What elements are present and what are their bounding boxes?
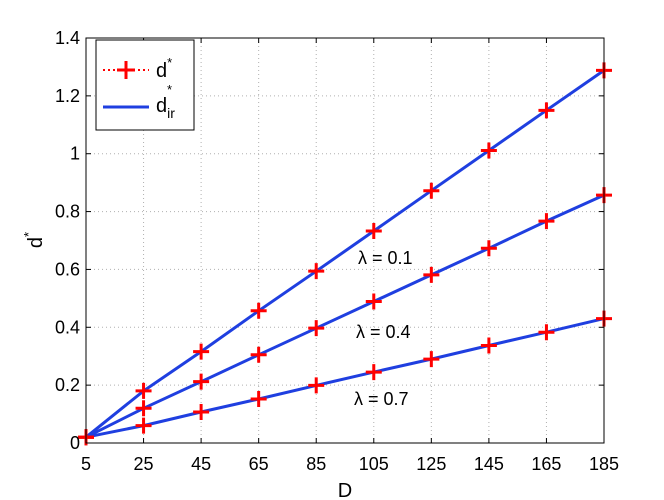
y-axis-label-sup: * bbox=[21, 232, 36, 237]
y-tick-label: 0.4 bbox=[55, 317, 80, 337]
x-tick-label: 5 bbox=[81, 454, 91, 474]
data-point-marker bbox=[423, 266, 440, 283]
y-tick-label: 0 bbox=[70, 433, 80, 453]
data-point-marker bbox=[538, 213, 555, 230]
svg-text:dir: dir bbox=[156, 95, 175, 121]
data-point-marker bbox=[135, 400, 152, 417]
legend-plus-marker bbox=[117, 61, 135, 79]
data-point-marker bbox=[135, 382, 152, 399]
x-tick-label: 145 bbox=[474, 454, 504, 474]
data-point-marker bbox=[365, 222, 382, 239]
y-tick-label: 1 bbox=[70, 144, 80, 164]
data-point-marker bbox=[480, 142, 497, 159]
data-point-marker bbox=[193, 404, 210, 421]
x-tick-label: 25 bbox=[134, 454, 154, 474]
legend-entry-d-ir-star: dir * bbox=[103, 82, 175, 121]
data-point-marker bbox=[480, 240, 497, 257]
legend-label-1: d bbox=[156, 60, 167, 82]
series-line-2 bbox=[85, 317, 605, 439]
data-point-marker bbox=[365, 364, 382, 381]
svg-text:d*: d* bbox=[156, 55, 172, 82]
x-tick-label: 45 bbox=[191, 454, 211, 474]
y-tick-label: 0.6 bbox=[55, 259, 80, 279]
x-tick-label: 185 bbox=[589, 454, 619, 474]
x-axis-label: D bbox=[338, 480, 352, 500]
x-tick-labels: 5 25 45 65 85 105 125 145 165 185 bbox=[81, 454, 619, 474]
data-point-marker bbox=[193, 373, 210, 390]
data-point-marker bbox=[250, 302, 267, 319]
data-point-marker bbox=[423, 351, 440, 368]
y-tick-labels: 0 0.2 0.4 0.6 0.8 1 1.2 1.4 bbox=[55, 28, 80, 453]
annotation-lambda-0.1: λ = 0.1 bbox=[358, 248, 413, 268]
series-lines bbox=[85, 69, 605, 439]
legend-label-2: d bbox=[156, 95, 167, 117]
legend-label-1-sup: * bbox=[167, 55, 172, 70]
data-point-marker bbox=[193, 343, 210, 360]
legend-box bbox=[95, 39, 195, 131]
y-tick-label: 0.2 bbox=[55, 375, 80, 395]
svg-text:d*: d* bbox=[21, 232, 47, 248]
data-point-marker bbox=[250, 346, 267, 363]
data-point-marker bbox=[365, 293, 382, 310]
x-tick-label: 125 bbox=[416, 454, 446, 474]
data-point-marker bbox=[308, 320, 325, 337]
x-tick-label: 165 bbox=[531, 454, 561, 474]
series-line-0 bbox=[85, 69, 605, 439]
y-tick-label: 0.8 bbox=[55, 202, 80, 222]
x-tick-label: 105 bbox=[359, 454, 389, 474]
series-line-1 bbox=[85, 193, 605, 439]
legend: d* dir * bbox=[95, 39, 195, 131]
y-tick-label: 1.2 bbox=[55, 86, 80, 106]
legend-entry-d-star: d* bbox=[103, 55, 172, 82]
data-point-marker bbox=[480, 337, 497, 354]
y-tick-label: 1.4 bbox=[55, 28, 80, 48]
x-tick-label: 85 bbox=[306, 454, 326, 474]
y-axis-label: d* bbox=[21, 232, 47, 248]
legend-label-2-sup: * bbox=[167, 82, 172, 97]
plot-frame bbox=[85, 37, 605, 444]
y-axis-label-base: d bbox=[25, 237, 47, 248]
annotation-lambda-0.7: λ = 0.7 bbox=[354, 389, 409, 409]
x-tick-label: 65 bbox=[249, 454, 269, 474]
data-point-marker bbox=[135, 417, 152, 434]
data-point-marker bbox=[250, 391, 267, 408]
data-point-marker bbox=[423, 182, 440, 199]
data-point-marker bbox=[538, 102, 555, 119]
annotation-lambda-0.4: λ = 0.4 bbox=[356, 322, 411, 342]
data-point-marker bbox=[308, 263, 325, 280]
data-point-marker bbox=[308, 377, 325, 394]
data-point-marker bbox=[538, 324, 555, 341]
legend-label-2-sub: ir bbox=[167, 105, 175, 121]
